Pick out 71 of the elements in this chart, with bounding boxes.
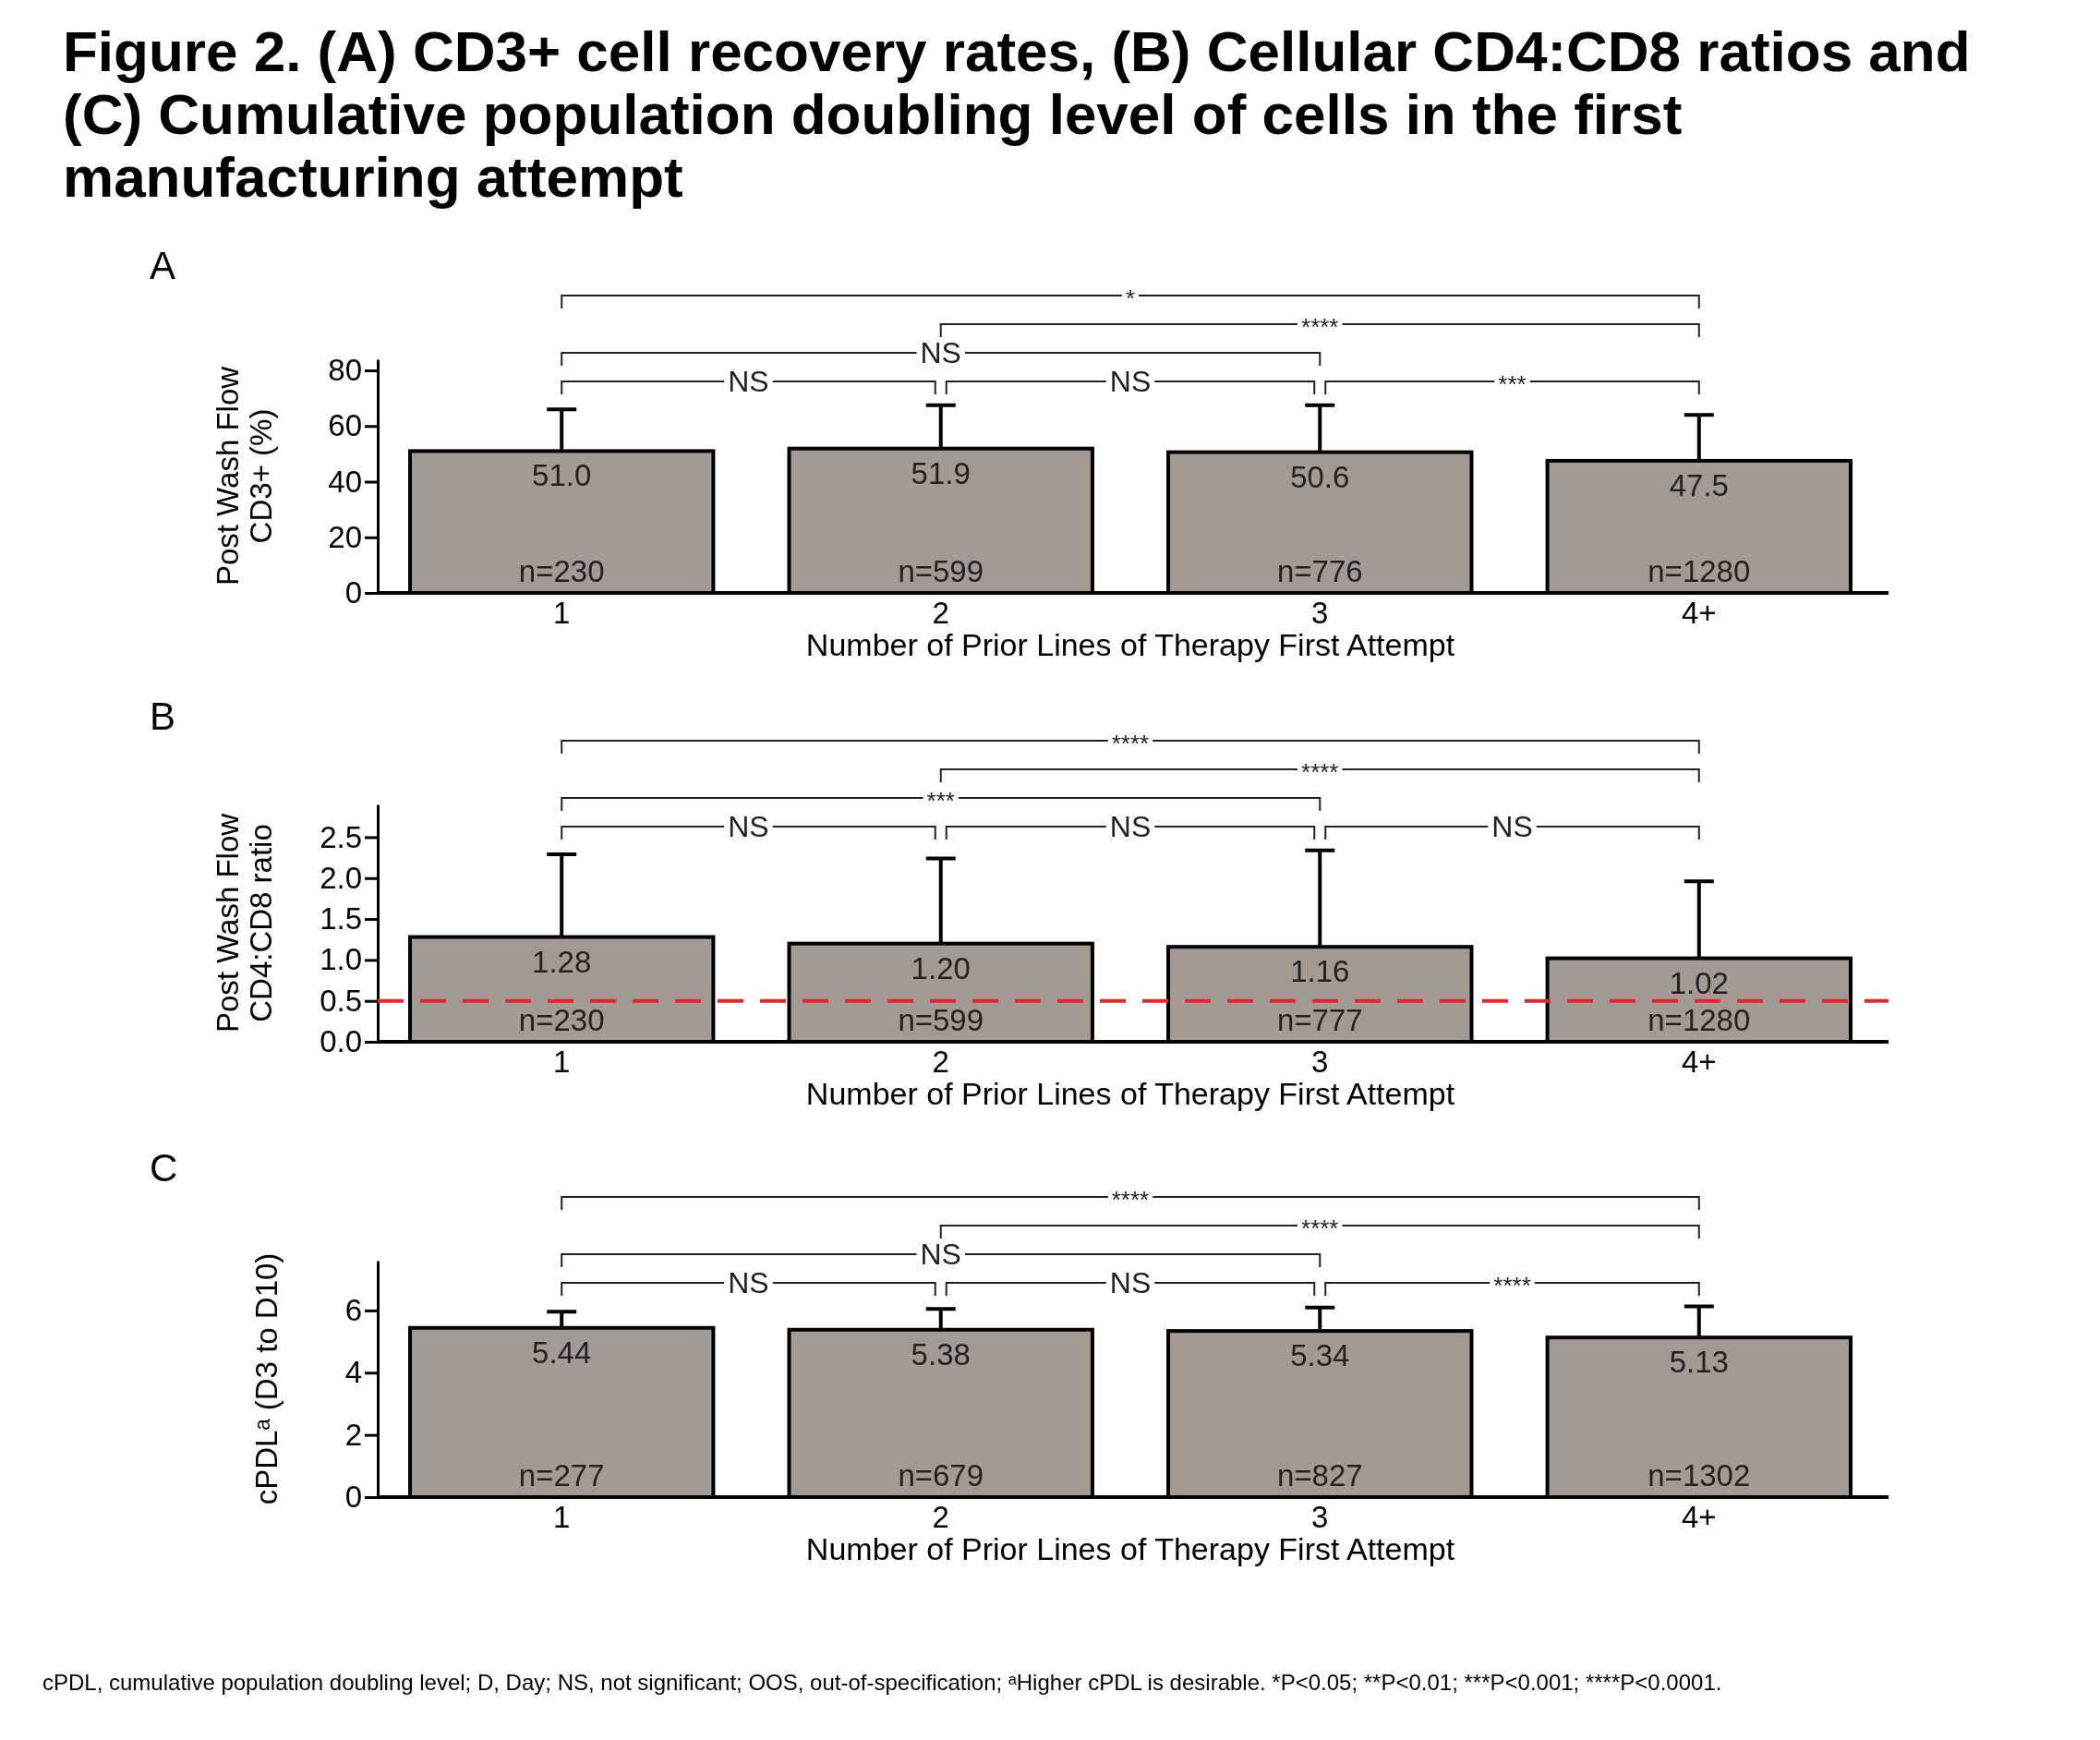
y-tick-label: 40 [328,464,362,499]
annotation: **** [1493,1272,1531,1299]
y-axis-title: Post Wash Flow CD3+ (%) [211,366,278,586]
data-label: 47.5 [1669,467,1729,502]
annotation: *** [926,787,955,815]
y-tick-label: 0.0 [320,1024,362,1059]
data-label: 1.02 [1669,965,1729,1000]
y-tick-label: 0 [344,575,362,610]
data-label: 5.38 [911,1336,971,1371]
text: **** [1301,1214,1339,1242]
data-label: 51.0 [532,458,592,493]
y-tick-label: 1.5 [320,901,362,936]
x-tick-label: 4+ [1681,596,1717,631]
y-tick-label: 20 [328,519,362,554]
data-label: 5.44 [532,1335,592,1370]
chart-title: Figure 2. (A) CD3+ cell recovery rates, (B) Cellular CD4:CD8 ratios and (C) Cumulative population doubling level of cells in the first manufacturing attempt [63,19,1972,209]
data-label: 50.6 [1290,459,1350,494]
annotation: NS [1491,810,1533,843]
y-axis-title: Post Wash Flow CD4:CD8 ratio [211,813,278,1033]
annotation: n=1302 [1647,1458,1751,1492]
annotation: NS [1109,365,1152,398]
annotation: n=599 [898,1003,984,1037]
y-tick-label: 2.0 [320,860,362,895]
annotation: n=776 [1276,554,1363,588]
annotation: NS [920,336,961,369]
y-tick-label: 2.5 [320,819,362,854]
annotation: NS [728,1266,769,1299]
annotation: NS [1109,810,1152,843]
text: **** [1301,313,1339,341]
text: **** [1301,758,1339,786]
x-tick-label: 4+ [1681,1045,1717,1080]
annotation: *** [1498,370,1527,398]
data-label: 51.9 [911,455,971,490]
data-label: 1.20 [911,950,971,985]
x-tick-label: 1 [553,1500,571,1535]
data-label: 5.13 [1669,1345,1729,1380]
annotation: NS [728,365,769,398]
annotation: NS [1109,1266,1152,1299]
x-tick-label: 1 [553,596,571,631]
y-tick-label: 0 [344,1480,362,1515]
annotation: n=277 [518,1458,605,1492]
annotation: NS [920,1238,961,1271]
chart-subtitle: A [150,244,176,287]
annotation: n=230 [518,1003,605,1037]
annotation: n=679 [898,1458,984,1492]
text: **** [1111,730,1150,757]
text: * [1125,284,1136,312]
x-tick-label: 4+ [1681,1500,1717,1535]
y-axis-title: cPDLᵃ (D3 to D10) [249,1252,284,1505]
annotation: n=1280 [1647,1003,1751,1037]
y-tick-label: 6 [344,1292,362,1327]
annotation: n=1280 [1647,554,1751,588]
chart-title: C [150,1146,178,1190]
data-label: 1.16 [1290,954,1350,989]
annotation: NS [728,810,769,843]
y-tick-label: 2 [344,1417,362,1452]
text: cPDL, cumulative population doubling level; D, Day; NS, not significant; OOS, out-of-specification; ᵃHigher cPDL is desirable. *P<0.05; **P<0.01; ***P<0.001; ****P<0.0001. [42,1670,1722,1695]
y-tick-label: 80 [328,353,362,388]
y-tick-label: 60 [328,408,362,443]
data-label: 1.28 [532,944,592,979]
data-label: 5.34 [1290,1338,1350,1373]
text: **** [1111,1186,1150,1214]
y-tick-label: 4 [344,1355,362,1390]
y-tick-label: 1.0 [320,942,362,977]
annotation: n=777 [1276,1003,1363,1037]
annotation: n=827 [1276,1458,1363,1492]
y-tick-label: 0.5 [320,983,362,1018]
chart-title: B [150,695,176,738]
annotation: n=230 [518,554,605,588]
annotation: n=599 [898,554,984,588]
x-tick-label: 1 [553,1045,571,1080]
